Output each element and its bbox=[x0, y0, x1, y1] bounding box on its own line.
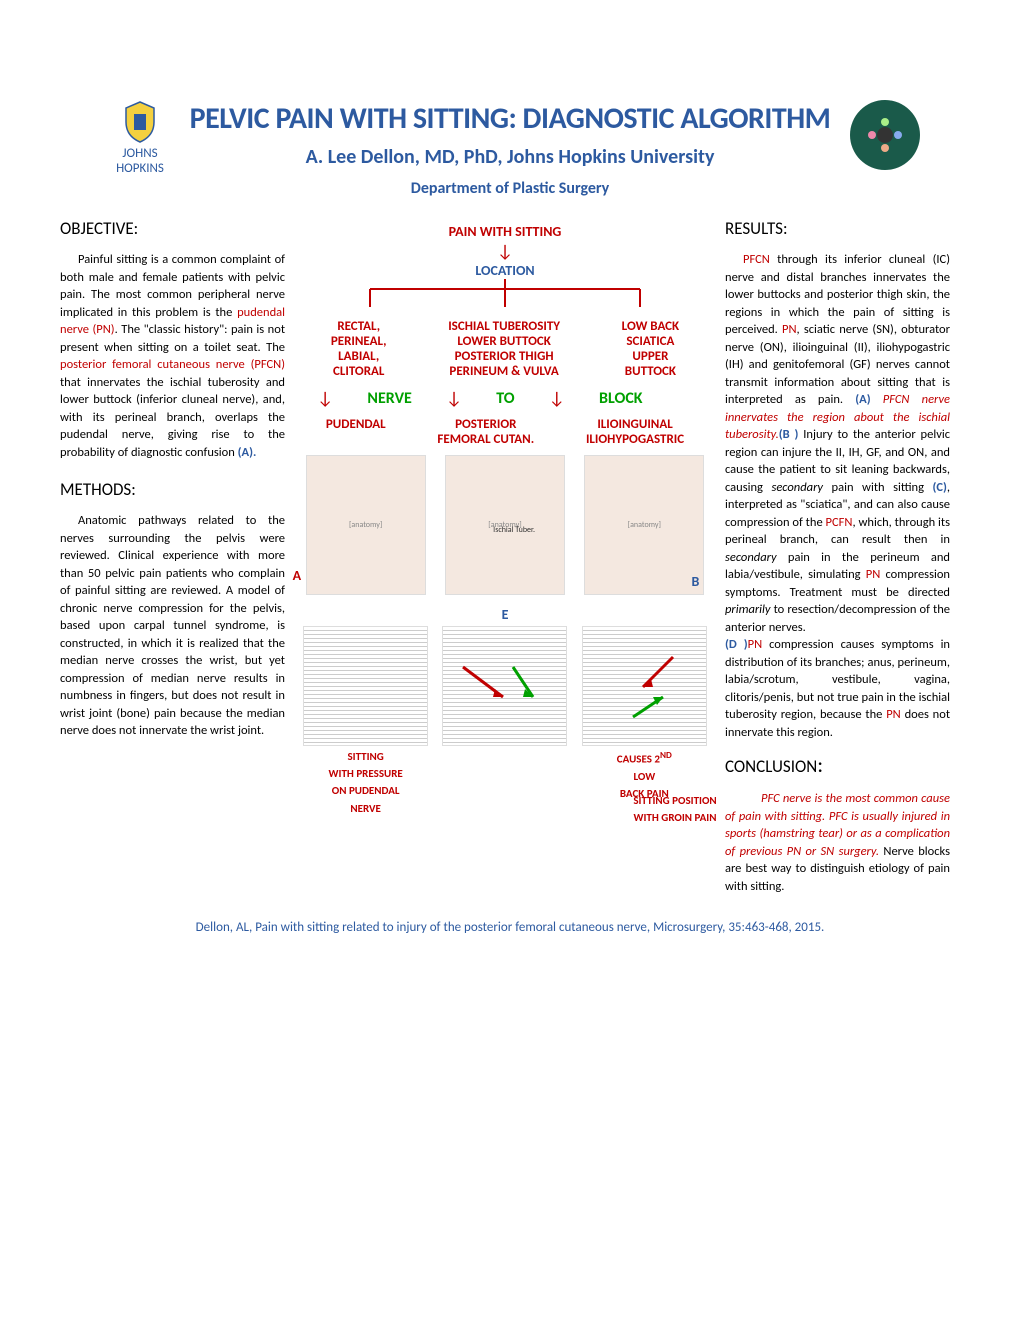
c3l4: BUTTOCK bbox=[622, 364, 680, 379]
sup: ND bbox=[660, 750, 672, 761]
c3l1: LOW BACK bbox=[622, 319, 680, 334]
objective-text: Painful sitting is a common complaint of… bbox=[60, 251, 285, 461]
colon: : bbox=[817, 751, 823, 778]
conclusion-heading: CONCLUSION: bbox=[725, 751, 950, 778]
loc-col-3: LOW BACK SCIATICA UPPER BUTTOCK bbox=[622, 319, 680, 379]
left-column: OBJECTIVE: Painful sitting is a common c… bbox=[60, 218, 285, 895]
citation: Dellon, AL, Pain with sitting related to… bbox=[60, 920, 960, 935]
right-column: RESULTS: PFCN through its inferior clune… bbox=[725, 218, 950, 895]
r2-pn: PN bbox=[748, 637, 763, 652]
nerve-names-row: PUDENDAL POSTERIOR FEMORAL CUTAN. ILIOIN… bbox=[300, 417, 710, 447]
r-pn1: PN bbox=[782, 322, 797, 337]
nerve-pfc: POSTERIOR FEMORAL CUTAN. bbox=[437, 417, 534, 447]
posture-diagram-icon bbox=[442, 626, 567, 746]
ischial-label: Ischial Tuber. bbox=[493, 525, 535, 535]
nerve-pudendal: PUDENDAL bbox=[326, 417, 386, 447]
nerve-word: NERVE bbox=[367, 389, 411, 408]
methods-heading: METHODS: bbox=[60, 479, 285, 500]
n2l2: FEMORAL CUTAN. bbox=[437, 432, 534, 447]
header: JOHNS HOPKINS PELVIC PAIN WITH SITTING: … bbox=[60, 100, 960, 198]
arrow-icon: ↓ bbox=[317, 387, 333, 409]
r-refc: (C) bbox=[932, 480, 946, 495]
sitting-position-caption: SITTING POSITION WITH GROIN PAIN bbox=[615, 790, 735, 824]
r-refa: (A) bbox=[855, 392, 883, 407]
c1l3: LABIAL, bbox=[331, 349, 387, 364]
sec2: secondary bbox=[725, 550, 777, 565]
arrow-icon: ↓ bbox=[300, 240, 710, 262]
n3l2: ILIOHYPOGASTRIC bbox=[586, 432, 684, 447]
r-refb: (B ) bbox=[779, 427, 799, 442]
sketch-e: E bbox=[442, 607, 567, 815]
cd1: SITTING bbox=[303, 750, 428, 763]
sitting-chair-icon bbox=[582, 626, 707, 746]
cc2: LOW bbox=[582, 770, 707, 783]
label-a: A bbox=[293, 567, 301, 584]
n2l1: POSTERIOR bbox=[437, 417, 534, 432]
location-label: LOCATION bbox=[300, 262, 710, 279]
sketch-d: D SITTING WITH PRESSURE ON PUDENDAL NERV… bbox=[303, 607, 428, 815]
skeleton-sitting-icon bbox=[303, 626, 428, 746]
arrow-icon: ↓ bbox=[549, 387, 565, 409]
sec1: secondary bbox=[771, 480, 823, 495]
anatomy-image-a: [anatomy] A bbox=[306, 455, 426, 595]
results-heading: RESULTS: bbox=[725, 218, 950, 239]
anatomy-images-row: [anatomy] A [anatomy] Ischial Tuber. [an… bbox=[300, 455, 710, 595]
r-pfcn: PFCN bbox=[743, 252, 770, 267]
prim: primarily bbox=[725, 602, 771, 617]
results-p2: (D )PN compression causes symptoms in di… bbox=[725, 636, 950, 741]
loc-col-2: ISCHIAL TUBEROSITY LOWER BUTTOCK POSTERI… bbox=[448, 319, 560, 379]
r-pcfn: PCFN bbox=[826, 515, 853, 530]
sp1: SITTING POSITION bbox=[615, 794, 735, 807]
c3l2: SCIATICA bbox=[622, 334, 680, 349]
shield-icon bbox=[122, 100, 158, 144]
arrow-icon: ↓ bbox=[446, 387, 462, 409]
c2l3: POSTERIOR THIGH bbox=[448, 349, 560, 364]
nerve-ilio: ILIOINGUINAL ILIOHYPOGASTRIC bbox=[586, 417, 684, 447]
circle-badge-icon bbox=[850, 100, 920, 170]
objective-heading: OBJECTIVE: bbox=[60, 218, 285, 239]
results-p1: PFCN through its inferior cluneal (IC) n… bbox=[725, 251, 950, 636]
author-line: A. Lee Dellon, MD, PhD, Johns Hopkins Un… bbox=[60, 145, 960, 169]
johns-hopkins-logo: JOHNS HOPKINS bbox=[100, 100, 180, 180]
pfcn-term: posterior femoral cutaneous nerve (PFCN) bbox=[60, 357, 285, 372]
label-b: B bbox=[691, 573, 699, 590]
nerve-to-block-row: ↓ NERVE ↓ TO ↓ BLOCK ↓ bbox=[300, 387, 710, 409]
cd3: ON PUDENDAL bbox=[303, 784, 428, 797]
r1d: pain with sitting bbox=[823, 480, 932, 495]
r2-pn2: PN bbox=[886, 707, 901, 722]
department: Department of Plastic Surgery bbox=[60, 179, 960, 198]
r-pn2: PN bbox=[866, 567, 881, 582]
c1l4: CLITORAL bbox=[331, 364, 387, 379]
location-columns: RECTAL, PERINEAL, LABIAL, CLITORAL ISCHI… bbox=[300, 319, 710, 379]
content-area: OBJECTIVE: Painful sitting is a common c… bbox=[60, 218, 960, 895]
conclusion-text: PFC nerve is the most common cause of pa… bbox=[725, 790, 950, 895]
c2l4: PERINEUM & VULVA bbox=[448, 364, 560, 379]
block-word: BLOCK bbox=[599, 389, 643, 408]
sketch-c: C CAUSES 2ND LOW BACK PAIN bbox=[582, 607, 707, 815]
r-refd: (D ) bbox=[725, 637, 748, 652]
c1l2: PERINEAL, bbox=[331, 334, 387, 349]
c2l2: LOWER BUTTOCK bbox=[448, 334, 560, 349]
n3l1: ILIOINGUINAL bbox=[586, 417, 684, 432]
loc-col-1: RECTAL, PERINEAL, LABIAL, CLITORAL bbox=[331, 319, 387, 379]
lower-sketches-row: D SITTING WITH PRESSURE ON PUDENDAL NERV… bbox=[300, 607, 710, 815]
methods-text: Anatomic pathways related to the nerves … bbox=[60, 512, 285, 740]
pain-with-sitting-label: PAIN WITH SITTING bbox=[300, 223, 710, 240]
anatomy-image-center: [anatomy] Ischial Tuber. bbox=[445, 455, 565, 595]
label-e: E bbox=[502, 606, 509, 623]
cd4: NERVE bbox=[303, 802, 428, 815]
to-word: TO bbox=[496, 389, 514, 408]
sp2: WITH GROIN PAIN bbox=[615, 811, 735, 824]
branch-lines-icon bbox=[300, 279, 710, 309]
c1l1: RECTAL, bbox=[331, 319, 387, 334]
poster-title: PELVIC PAIN WITH SITTING: DIAGNOSTIC ALG… bbox=[60, 100, 960, 137]
ref-a: (A). bbox=[238, 445, 257, 460]
cd2: WITH PRESSURE bbox=[303, 767, 428, 780]
logo-text: JOHNS HOPKINS bbox=[100, 146, 180, 176]
anatomy-image-b: [anatomy] B bbox=[584, 455, 704, 595]
c2l1: ISCHIAL TUBEROSITY bbox=[448, 319, 560, 334]
cc1: CAUSES 2ND bbox=[582, 750, 707, 766]
center-diagram: PAIN WITH SITTING ↓ LOCATION RECTAL, PER… bbox=[300, 218, 710, 895]
c3l3: UPPER bbox=[622, 349, 680, 364]
